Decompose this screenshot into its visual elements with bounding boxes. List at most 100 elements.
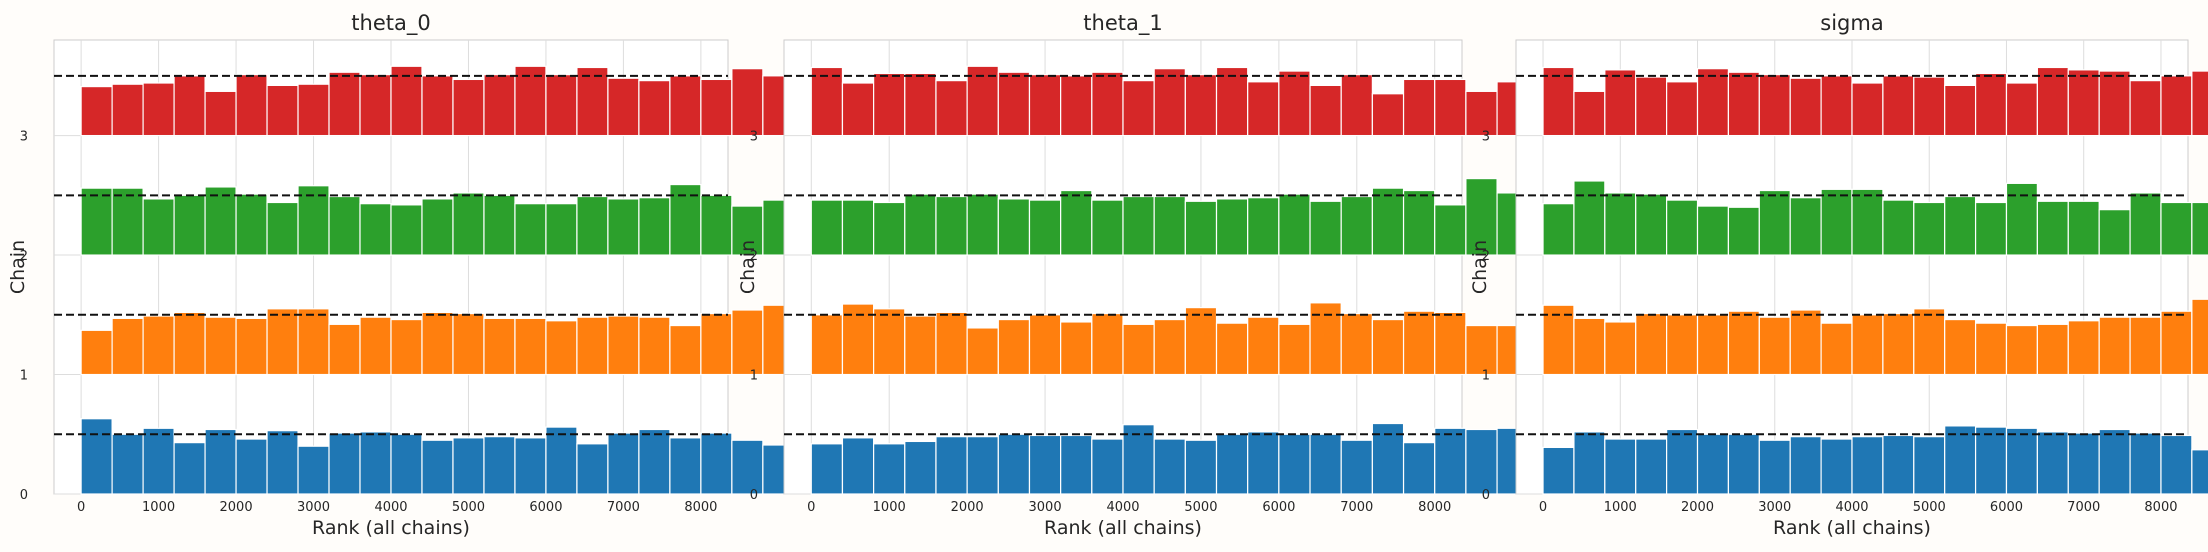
rank-bar-chain-3 <box>1215 66 1249 137</box>
y-tick-label: 0 <box>20 488 28 503</box>
rank-bar-chain-3 <box>1820 75 1853 137</box>
rank-bar-chain-3 <box>111 83 144 137</box>
rank-bar-chain-0 <box>1028 434 1062 495</box>
rank-bar-chain-2 <box>1028 199 1062 256</box>
rank-bar-chain-3 <box>359 74 392 137</box>
rank-bar-chain-1 <box>297 308 330 376</box>
rank-bar-chain-2 <box>1573 180 1606 256</box>
rank-bar-chain-1 <box>421 311 454 376</box>
rank-bar-chain-0 <box>390 433 423 495</box>
rank-bar-chain-3 <box>483 74 516 137</box>
chart-panel-sigma: 0 1000 2000 3000 4000 5000 6000 7000 8000 0 1 2 3 sig… <box>1469 11 2208 539</box>
rank-bar-chain-3 <box>545 74 578 137</box>
y-tick-label: 1 <box>1482 369 1490 384</box>
chart-title: theta_0 <box>351 11 430 36</box>
rank-bar-chain-2 <box>1851 188 1884 256</box>
rank-bar-chain-1 <box>810 314 844 376</box>
rank-bar-chain-2 <box>1278 193 1311 256</box>
rank-bar-chain-0 <box>1465 428 1498 495</box>
rank-bar-chain-0 <box>1727 433 1760 495</box>
rank-bar-chain-0 <box>1278 433 1311 495</box>
rank-bar-chain-3 <box>1434 78 1467 137</box>
rank-bar-chain-3 <box>810 66 844 137</box>
rank-bar-chain-2 <box>576 195 609 256</box>
y-axis-label: Chain <box>7 240 29 294</box>
rank-bar-chain-0 <box>2098 428 2131 495</box>
rank-bar-chain-3 <box>997 71 1031 137</box>
rank-bar-chain-0 <box>514 437 547 495</box>
rank-bar-chain-1 <box>204 316 237 376</box>
rank-bar-chain-2 <box>1542 203 1575 256</box>
rank-bar-chain-0 <box>1604 438 1637 495</box>
rank-bar-chain-2 <box>266 201 299 256</box>
rank-bar-chain-0 <box>1153 438 1186 495</box>
rank-bar-chain-0 <box>1215 433 1249 495</box>
rank-bar-chain-0 <box>1122 424 1155 495</box>
rank-bar-chain-3 <box>1944 84 1977 137</box>
rank-bar-chain-3 <box>1573 90 1606 137</box>
rank-bar-chain-0 <box>1758 439 1791 495</box>
y-tick-label: 1 <box>750 369 758 384</box>
rank-bar-chain-1 <box>1091 312 1124 376</box>
y-tick-label: 3 <box>1482 130 1490 145</box>
rank-bar-chain-3 <box>1696 68 1730 137</box>
rank-bar-chain-2 <box>142 198 175 256</box>
rank-bar-chain-0 <box>545 426 578 495</box>
rank-bar-chain-0 <box>1882 434 1915 495</box>
rank-bar-chain-0 <box>935 436 968 495</box>
rank-bar-chain-1 <box>1758 316 1791 376</box>
rank-bar-chain-2 <box>2129 192 2162 256</box>
rank-bar-chain-1 <box>2098 316 2131 376</box>
rank-bar-chain-1 <box>1465 324 1498 376</box>
rank-bar-chain-1 <box>173 311 206 376</box>
rank-bar-chain-3 <box>1882 75 1915 137</box>
rank-bar-chain-2 <box>1944 195 1977 256</box>
rank-bar-chain-1 <box>111 317 144 376</box>
rank-bar-chain-3 <box>173 75 206 137</box>
rank-bar-chain-2 <box>235 193 268 256</box>
rank-bar-chain-2 <box>2191 201 2208 256</box>
rank-bar-chain-3 <box>235 74 268 137</box>
rank-bar-chain-3 <box>1371 93 1405 137</box>
rank-bar-chain-1 <box>1153 318 1186 376</box>
rank-bar-chain-3 <box>452 78 485 137</box>
rank-bar-chain-0 <box>2191 449 2208 495</box>
rank-bar-chain-2 <box>359 203 392 256</box>
rank-bar-chain-1 <box>483 317 516 376</box>
rank-bar-chain-1 <box>2191 298 2208 376</box>
rank-bar-chain-0 <box>1666 428 1699 495</box>
rank-bar-chain-2 <box>2160 201 2193 256</box>
rank-bar-chain-2 <box>1696 205 1730 256</box>
rank-bar-chain-2 <box>1340 195 1373 256</box>
rank-bar-chain-1 <box>700 312 733 376</box>
rank-bar-chain-2 <box>2036 200 2069 256</box>
rank-bar-chain-2 <box>2067 200 2100 256</box>
rank-bar-chain-2 <box>1309 200 1342 256</box>
rank-bar-chain-2 <box>111 187 144 256</box>
rank-bar-chain-2 <box>204 186 237 256</box>
rank-bar-chain-3 <box>297 83 330 137</box>
rank-bar-chain-0 <box>204 428 237 495</box>
rank-bar-chain-2 <box>1434 204 1467 256</box>
rank-bar-chain-0 <box>2129 432 2162 495</box>
rank-bar-chain-0 <box>731 439 764 495</box>
rank-bar-chain-0 <box>2067 432 2100 495</box>
rank-bar-chain-1 <box>1340 312 1373 376</box>
x-tick-label: 5000 <box>452 500 485 515</box>
rank-bar-chain-3 <box>2160 75 2193 137</box>
y-axis-label: Chain <box>737 240 759 294</box>
rank-bar-chain-0 <box>607 432 640 495</box>
rank-bar-chain-1 <box>576 316 609 376</box>
rank-bar-chain-2 <box>452 192 485 256</box>
y-tick-label: 0 <box>750 488 758 503</box>
rank-bar-chain-2 <box>1153 195 1186 256</box>
rank-bar-chain-1 <box>1402 310 1436 376</box>
rank-bar-chain-3 <box>2005 82 2038 137</box>
rank-bar-chain-2 <box>966 193 999 256</box>
rank-bar-chain-1 <box>328 323 361 376</box>
rank-bar-chain-1 <box>1028 314 1062 376</box>
rank-bar-chain-0 <box>1184 439 1218 495</box>
rank-bar-chain-2 <box>935 195 968 256</box>
rank-bar-chain-0 <box>1309 433 1342 495</box>
